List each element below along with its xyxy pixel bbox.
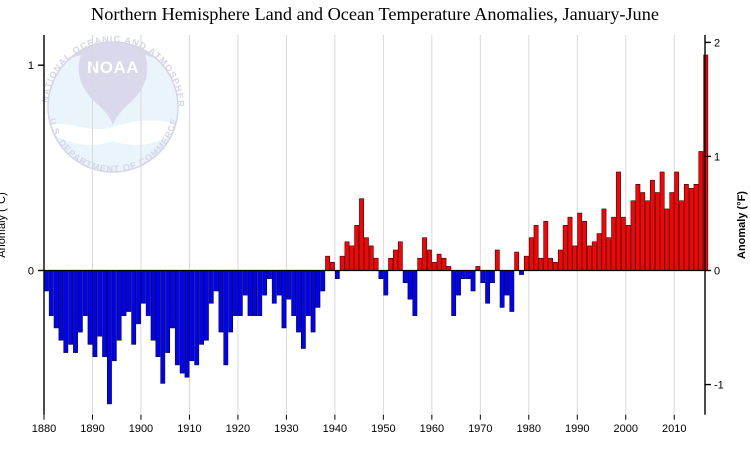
svg-text:1880: 1880 <box>32 423 56 435</box>
svg-text:2010: 2010 <box>662 423 686 435</box>
svg-text:1: 1 <box>714 151 720 163</box>
svg-text:1890: 1890 <box>80 423 104 435</box>
svg-text:2000: 2000 <box>614 423 638 435</box>
svg-text:1900: 1900 <box>129 423 153 435</box>
svg-text:1990: 1990 <box>565 423 589 435</box>
svg-text:2: 2 <box>714 37 720 49</box>
svg-text:1980: 1980 <box>517 423 541 435</box>
svg-text:-1: -1 <box>714 380 724 392</box>
svg-text:0: 0 <box>714 266 720 278</box>
svg-text:1960: 1960 <box>420 423 444 435</box>
svg-text:1950: 1950 <box>371 423 395 435</box>
svg-text:1910: 1910 <box>177 423 201 435</box>
svg-text:1930: 1930 <box>274 423 298 435</box>
svg-text:1: 1 <box>28 60 34 72</box>
svg-text:1970: 1970 <box>468 423 492 435</box>
svg-text:0: 0 <box>28 266 34 278</box>
svg-text:1920: 1920 <box>226 423 250 435</box>
svg-text:1940: 1940 <box>323 423 347 435</box>
